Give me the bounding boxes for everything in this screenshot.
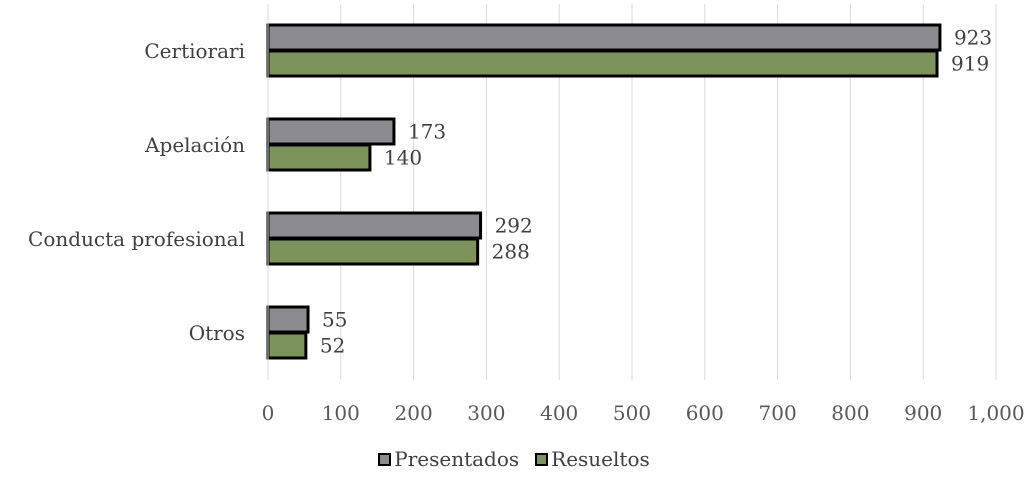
bar-chart: Certiorari Apelación Conducta profesional O… [28,4,1025,425]
legend-swatch-resueltos [535,452,549,466]
category-label: Conducta profesional [28,227,245,251]
data-label: 140 [384,146,422,170]
x-tick-label: 200 [395,401,433,425]
category-label: Apelación [144,133,245,157]
data-label: 52 [320,334,345,358]
x-tick-labels: 0 100 200 300 400 500 600 700 800 900 1,000 [262,401,1025,425]
data-label: 923 [954,26,992,50]
x-tick-label: 0 [262,401,275,425]
x-tick-label: 700 [759,401,797,425]
legend-item-presentados: Presentados [378,447,519,471]
legend-label-resueltos: Resueltos [551,447,650,471]
bar [266,117,396,146]
data-label: 919 [951,52,989,76]
bar [266,237,480,266]
x-tick-label: 500 [613,401,651,425]
data-label: 292 [495,214,533,238]
bars [266,23,942,360]
x-tick-label: 400 [540,401,578,425]
legend-item-resueltos: Resueltos [535,447,650,471]
data-label: 55 [322,308,347,332]
x-tick-label: 800 [831,401,869,425]
bar [266,143,372,172]
x-tick-label: 300 [467,401,505,425]
x-tick-label: 100 [322,401,360,425]
category-label: Certiorari [144,39,245,63]
x-tick-label: 900 [904,401,942,425]
legend-swatch-presentados [378,452,392,466]
category-label: Otros [189,321,245,345]
bar [266,211,483,240]
data-label: 173 [408,120,446,144]
category-labels: Certiorari Apelación Conducta profesional O… [28,39,245,345]
legend-label-presentados: Presentados [394,447,520,471]
bar [266,331,308,360]
bar [266,49,939,78]
data-label: 288 [492,240,530,264]
x-tick-label: 600 [686,401,724,425]
bar [266,23,942,52]
bar [266,305,310,334]
legend: Presentados Resueltos [0,446,1028,472]
x-tick-label: 1,000 [967,401,1024,425]
